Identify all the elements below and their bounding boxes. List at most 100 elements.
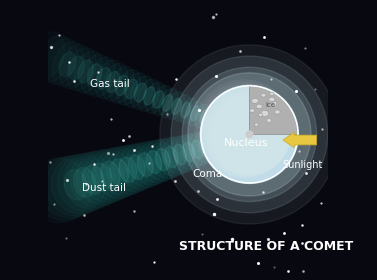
Circle shape [201,85,299,183]
Ellipse shape [218,127,238,154]
Ellipse shape [173,95,191,122]
Ellipse shape [115,75,129,95]
Ellipse shape [134,83,146,102]
Ellipse shape [150,138,186,179]
Ellipse shape [106,71,120,92]
Ellipse shape [137,153,153,176]
Ellipse shape [219,118,225,130]
Ellipse shape [172,98,181,115]
Ellipse shape [228,121,234,134]
Circle shape [246,131,253,138]
Ellipse shape [223,117,235,136]
Ellipse shape [162,94,173,111]
Ellipse shape [228,132,236,147]
Ellipse shape [146,151,162,174]
Ellipse shape [192,140,203,159]
Ellipse shape [124,73,147,107]
Ellipse shape [274,110,280,114]
Ellipse shape [201,138,211,156]
Ellipse shape [202,108,216,130]
Ellipse shape [97,67,111,89]
Ellipse shape [187,132,214,165]
Ellipse shape [110,159,129,185]
Ellipse shape [259,113,263,116]
Ellipse shape [92,163,112,191]
Ellipse shape [181,102,190,118]
Ellipse shape [83,165,104,194]
Ellipse shape [236,124,252,148]
Ellipse shape [261,110,269,116]
Ellipse shape [164,146,178,168]
Ellipse shape [182,67,317,202]
Ellipse shape [267,118,271,122]
Ellipse shape [209,111,223,132]
Ellipse shape [181,98,198,124]
Ellipse shape [175,134,205,170]
Wedge shape [250,87,297,134]
Ellipse shape [211,128,233,157]
Ellipse shape [188,73,311,196]
Ellipse shape [251,98,259,103]
Text: Sunlight: Sunlight [282,160,323,170]
Ellipse shape [254,123,258,126]
Ellipse shape [193,131,219,163]
Ellipse shape [256,104,262,109]
Ellipse shape [125,79,137,99]
Ellipse shape [224,126,242,152]
Text: Ice: Ice [265,102,276,108]
Ellipse shape [272,102,277,106]
Ellipse shape [270,92,274,95]
Ellipse shape [238,123,248,140]
Ellipse shape [169,135,200,172]
Ellipse shape [162,136,195,174]
Text: Coma: Coma [192,169,222,179]
Ellipse shape [152,85,172,115]
Ellipse shape [181,133,209,167]
Ellipse shape [87,64,102,86]
Ellipse shape [156,137,190,176]
Ellipse shape [190,106,199,121]
Ellipse shape [230,120,242,138]
Ellipse shape [125,142,167,187]
Ellipse shape [74,167,95,197]
Text: Dust tail: Dust tail [82,183,126,193]
Ellipse shape [182,142,195,162]
Ellipse shape [59,52,76,77]
Ellipse shape [210,136,219,153]
Ellipse shape [188,101,204,126]
Ellipse shape [132,141,172,185]
Ellipse shape [119,143,162,190]
Ellipse shape [230,125,247,150]
Ellipse shape [171,56,328,213]
FancyArrow shape [283,132,317,148]
Ellipse shape [160,45,339,224]
Ellipse shape [153,91,164,108]
Ellipse shape [101,161,120,188]
Ellipse shape [64,170,87,200]
Ellipse shape [159,88,178,118]
Ellipse shape [130,76,153,109]
Ellipse shape [145,82,166,113]
Text: Gas tail: Gas tail [89,79,129,89]
Ellipse shape [216,114,229,134]
Ellipse shape [166,92,185,120]
Ellipse shape [261,94,266,97]
Ellipse shape [138,140,176,183]
Text: STRUCTURE OF A COMET: STRUCTURE OF A COMET [179,240,353,253]
Ellipse shape [219,134,228,150]
Ellipse shape [238,125,243,137]
Ellipse shape [155,149,170,171]
Ellipse shape [78,60,93,83]
Ellipse shape [128,155,145,179]
Ellipse shape [144,87,155,105]
Ellipse shape [116,70,141,105]
Ellipse shape [69,56,84,80]
Ellipse shape [205,129,228,159]
Ellipse shape [209,114,217,127]
Text: Nucleus: Nucleus [224,138,269,148]
Ellipse shape [199,130,224,161]
Ellipse shape [195,104,210,128]
Ellipse shape [269,97,275,102]
Ellipse shape [250,109,255,113]
Ellipse shape [138,79,159,111]
